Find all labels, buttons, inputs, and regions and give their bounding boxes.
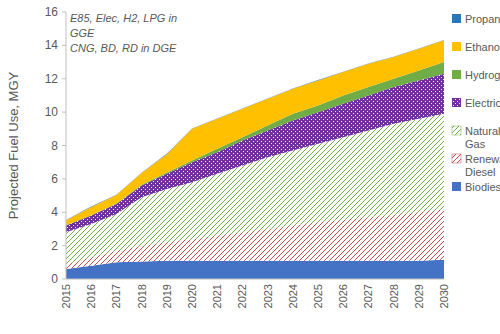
y-tick <box>62 178 66 179</box>
legend-swatch <box>452 154 461 163</box>
legend-swatch <box>452 182 461 191</box>
legend-line: Natural <box>465 125 500 137</box>
legend-line: Renewable <box>465 153 500 165</box>
y-tick <box>62 212 66 213</box>
legend-swatch <box>452 98 461 107</box>
x-tick-label: 2015 <box>60 284 72 308</box>
y-tick <box>62 245 66 246</box>
legend-label: Propane <box>465 13 500 25</box>
x-tick-label: 2021 <box>211 284 223 308</box>
legend-line: Gas <box>465 138 486 150</box>
chart: 0 2 4 6 8 10 12 14 16 2015 2016 2017 2018 2019 2020 202… <box>0 0 500 334</box>
legend-label: RenewableDiesel <box>465 153 500 178</box>
x-tick-label: 2025 <box>312 284 324 308</box>
y-tick-label: 6 <box>51 172 58 186</box>
x-tick-label: 2027 <box>362 284 374 308</box>
x-tick-label: 2023 <box>262 284 274 308</box>
legend-label: Ethanol 85 <box>465 41 500 53</box>
x-tick-label: 2030 <box>438 284 450 308</box>
legend-label: NaturalGas <box>465 125 500 150</box>
legend-label: Electricity <box>465 97 500 109</box>
area-6 <box>66 40 444 220</box>
x-axis <box>66 279 444 280</box>
annotation: E85, Elec, H2, LPG in <box>70 12 177 24</box>
x-tick-label: 2020 <box>186 284 198 308</box>
x-tick-label: 2022 <box>236 284 248 308</box>
y-tick-label: 16 <box>45 5 59 19</box>
y-tick <box>62 145 66 146</box>
areas <box>66 40 444 279</box>
x-tick-label: 2029 <box>413 284 425 308</box>
y-tick-label: 4 <box>51 205 58 219</box>
x-tick-label: 2028 <box>388 284 400 308</box>
annotation: CNG, BD, RD in DGE <box>70 42 177 54</box>
legend-swatch <box>452 126 461 135</box>
y-axis-title: Projected Fuel Use, MGY <box>6 71 21 219</box>
y-tick-label: 8 <box>51 139 58 153</box>
area-5 <box>66 40 444 225</box>
legend-label: Biodiesel <box>465 181 500 193</box>
legend-swatch <box>452 14 461 23</box>
legend-line: Diesel <box>465 166 496 178</box>
x-tick-label: 2016 <box>85 284 97 308</box>
x-tick-label: 2017 <box>110 284 122 308</box>
y-tick <box>62 78 66 79</box>
x-tick-label: 2019 <box>161 284 173 308</box>
y-tick-label: 10 <box>45 105 59 119</box>
y-tick-label: 12 <box>45 72 59 86</box>
y-tick <box>62 12 66 13</box>
annotation: GGE <box>70 27 95 39</box>
area-4 <box>66 62 444 226</box>
area-3 <box>66 74 444 233</box>
legend-swatch <box>452 70 461 79</box>
y-tick <box>62 279 66 280</box>
legend-label: Hydrogen <box>465 69 500 81</box>
y-tick <box>62 45 66 46</box>
x-tick-label: 2024 <box>287 284 299 308</box>
y-tick-label: 2 <box>51 239 58 253</box>
legend-swatch <box>452 42 461 51</box>
x-tick-label: 2018 <box>136 284 148 308</box>
area-0 <box>66 260 444 279</box>
x-tick-label: 2026 <box>337 284 349 308</box>
y-tick-label: 14 <box>45 38 59 52</box>
y-tick-label: 0 <box>51 272 58 286</box>
y-tick <box>62 112 66 113</box>
